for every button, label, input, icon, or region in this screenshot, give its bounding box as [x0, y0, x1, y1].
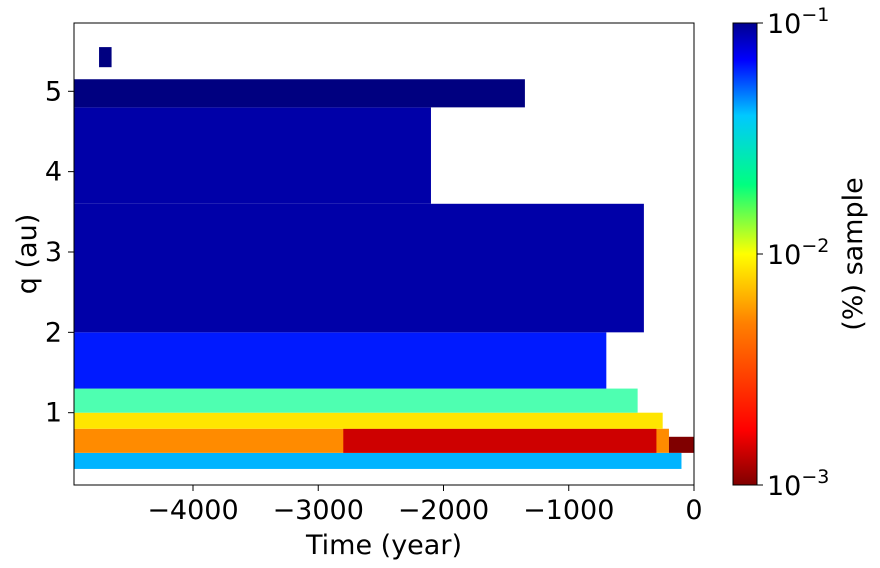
heatmap-cell — [99, 47, 112, 68]
colorbar-ticks: 10−1 10−2 10−3 — [757, 4, 829, 502]
heatmap-cell — [343, 428, 657, 453]
heatmap-cells — [74, 47, 694, 469]
heatmap-cell — [74, 388, 638, 413]
heatmap-cell — [74, 452, 682, 469]
x-axis-ticks: −4000 −3000 −2000 −1000 0 — [147, 485, 703, 526]
x-tick-label: −4000 — [147, 495, 238, 526]
y-tick-label: 4 — [45, 157, 62, 188]
x-tick-label: 0 — [685, 495, 702, 526]
x-tick-label: −3000 — [273, 495, 364, 526]
heatmap-cell — [74, 203, 644, 333]
x-tick-label: −1000 — [523, 495, 614, 526]
colorbar-tick-label: 10−1 — [767, 4, 829, 40]
y-tick-label: 2 — [45, 317, 62, 348]
y-tick-label: 3 — [45, 237, 62, 268]
colorbar-label: (%) sample — [838, 177, 869, 330]
heatmap-cell — [74, 107, 431, 204]
y-tick-label: 5 — [45, 76, 62, 107]
colorbar-tick-label: 10−3 — [767, 466, 829, 502]
y-tick-label: 1 — [45, 398, 62, 429]
heatmap-cell — [74, 332, 607, 389]
y-axis-label: q (au) — [12, 214, 43, 294]
colorbar-gradient — [732, 22, 758, 486]
x-tick-label: −2000 — [398, 495, 489, 526]
heatmap-cell — [74, 412, 663, 429]
x-axis-label: Time (year) — [305, 530, 462, 561]
heatmap-cell — [668, 436, 694, 453]
heatmap-cell — [74, 79, 525, 108]
y-axis-ticks: 1 2 3 4 5 — [45, 76, 74, 429]
colorbar-tick-label: 10−2 — [767, 235, 829, 271]
plot-frame — [73, 22, 695, 486]
